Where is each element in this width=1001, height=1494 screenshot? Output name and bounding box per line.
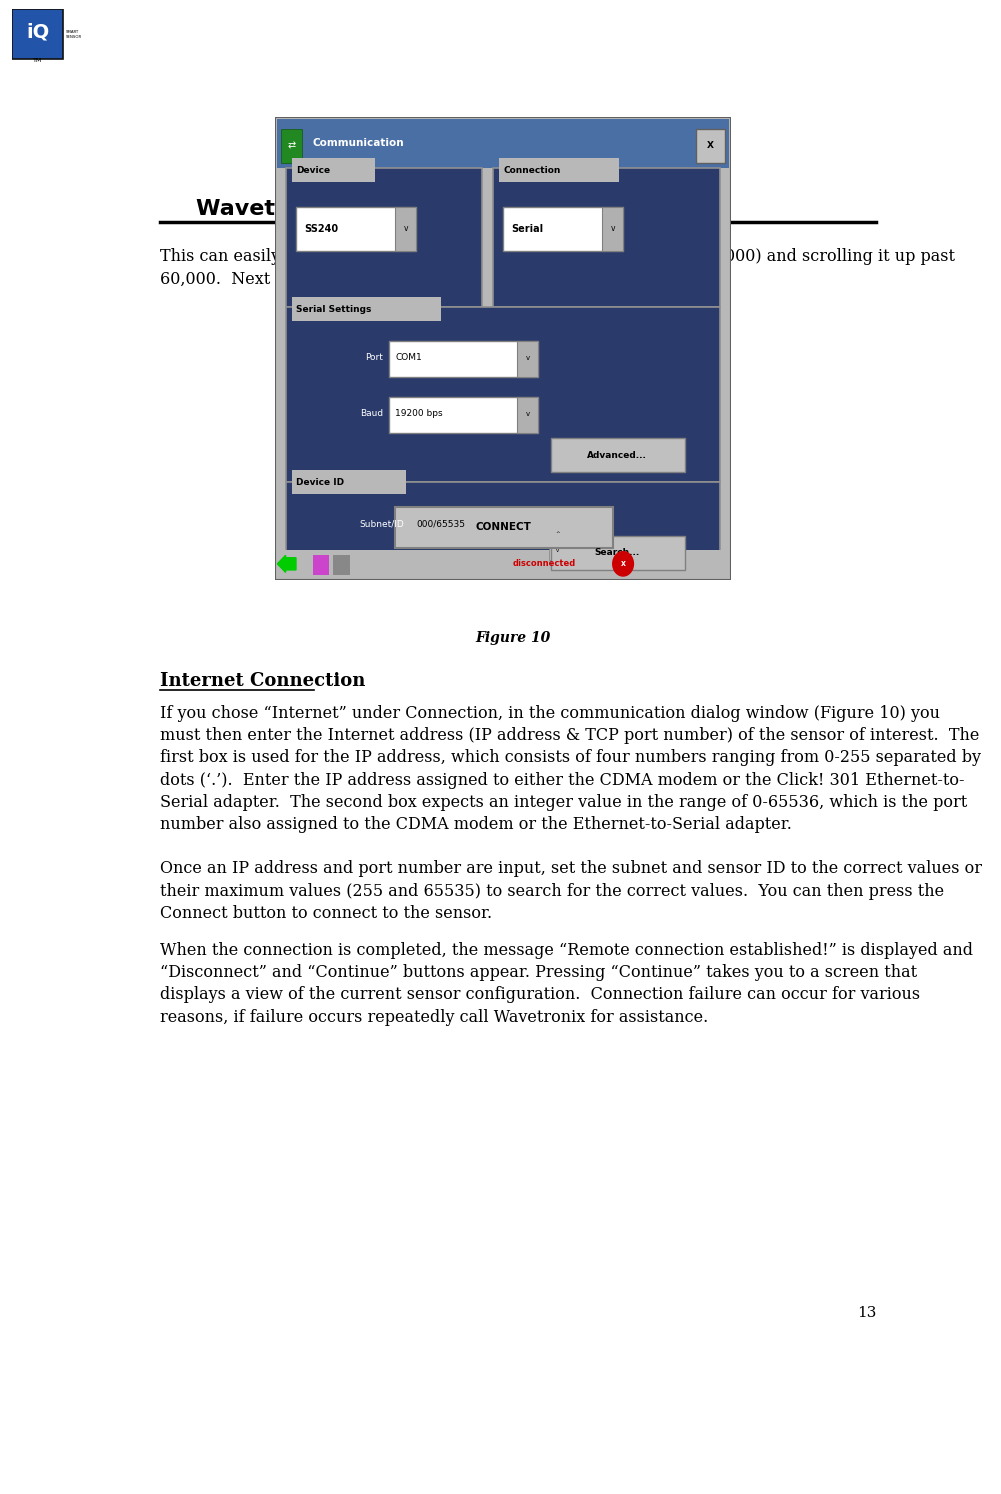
Bar (389, 397, 539, 433)
Bar (696, 128, 725, 163)
Bar (281, 128, 302, 163)
Text: Advanced...: Advanced... (587, 451, 647, 460)
Text: When the connection is completed, the message “Remote connection established!” i: When the connection is completed, the me… (160, 943, 973, 1025)
Text: Wavetronix LLC: Wavetronix LLC (196, 199, 392, 218)
Bar (292, 471, 405, 495)
Text: v: v (526, 411, 530, 417)
Text: x: x (621, 559, 626, 568)
Text: CONNECT: CONNECT (475, 523, 531, 532)
Text: Figure 10: Figure 10 (475, 632, 551, 645)
Bar (389, 341, 539, 378)
Text: Internet Connection: Internet Connection (160, 672, 365, 690)
Bar (518, 341, 539, 378)
Text: Search...: Search... (595, 548, 640, 557)
Text: Baud: Baud (359, 409, 383, 418)
Bar (285, 306, 721, 483)
Text: If you chose “Internet” under Connection, in the communication dialog window (Fi: If you chose “Internet” under Connection… (160, 705, 981, 834)
Text: Connection: Connection (503, 166, 561, 175)
Bar (498, 158, 619, 182)
Text: TM: TM (33, 58, 42, 63)
Text: Device ID: Device ID (296, 478, 344, 487)
Bar (277, 120, 729, 167)
Text: Subnet/ID: Subnet/ID (359, 518, 403, 527)
Text: disconnected: disconnected (513, 559, 576, 568)
Text: Once an IP address and port number are input, set the subnet and sensor ID to th: Once an IP address and port number are i… (160, 861, 982, 922)
Bar (549, 526, 568, 544)
Bar (518, 397, 539, 433)
Bar (285, 167, 482, 306)
Text: v: v (403, 224, 408, 233)
Text: 19200 bps: 19200 bps (395, 409, 443, 418)
Text: COM1: COM1 (395, 354, 422, 363)
Bar (395, 506, 613, 548)
Text: v: v (611, 224, 615, 233)
Bar (551, 536, 685, 569)
Text: ⇄: ⇄ (287, 140, 296, 151)
Text: 13: 13 (857, 1306, 876, 1321)
Text: Serial Settings: Serial Settings (296, 305, 371, 314)
Text: X: X (707, 142, 714, 151)
Text: This can easily be done by highlighting the most significant digit (10,000) and : This can easily be done by highlighting … (160, 248, 955, 287)
Text: Port: Port (365, 354, 383, 363)
Bar (277, 550, 729, 577)
Bar (395, 206, 416, 251)
Bar (503, 206, 623, 251)
Circle shape (613, 551, 634, 577)
Bar (603, 206, 623, 251)
Bar (292, 297, 440, 321)
Bar (333, 556, 349, 575)
Text: v: v (526, 356, 530, 362)
Bar (285, 483, 721, 575)
Text: Device: Device (296, 166, 330, 175)
Bar (549, 544, 568, 560)
Text: iQ: iQ (26, 22, 49, 42)
FancyArrow shape (277, 556, 296, 572)
Text: Serial: Serial (512, 224, 544, 233)
Text: 000/65535: 000/65535 (416, 518, 465, 527)
Text: Communication: Communication (312, 139, 404, 148)
Bar (292, 158, 374, 182)
Bar (492, 167, 721, 306)
Bar (12, 9, 63, 58)
Text: v: v (557, 548, 560, 553)
Bar (409, 506, 566, 544)
Text: SS240: SS240 (304, 224, 338, 233)
Text: ^: ^ (556, 530, 561, 536)
Bar (551, 438, 685, 472)
Text: SMART
SENSOR: SMART SENSOR (65, 30, 81, 39)
Bar (312, 556, 329, 575)
Bar (296, 206, 416, 251)
